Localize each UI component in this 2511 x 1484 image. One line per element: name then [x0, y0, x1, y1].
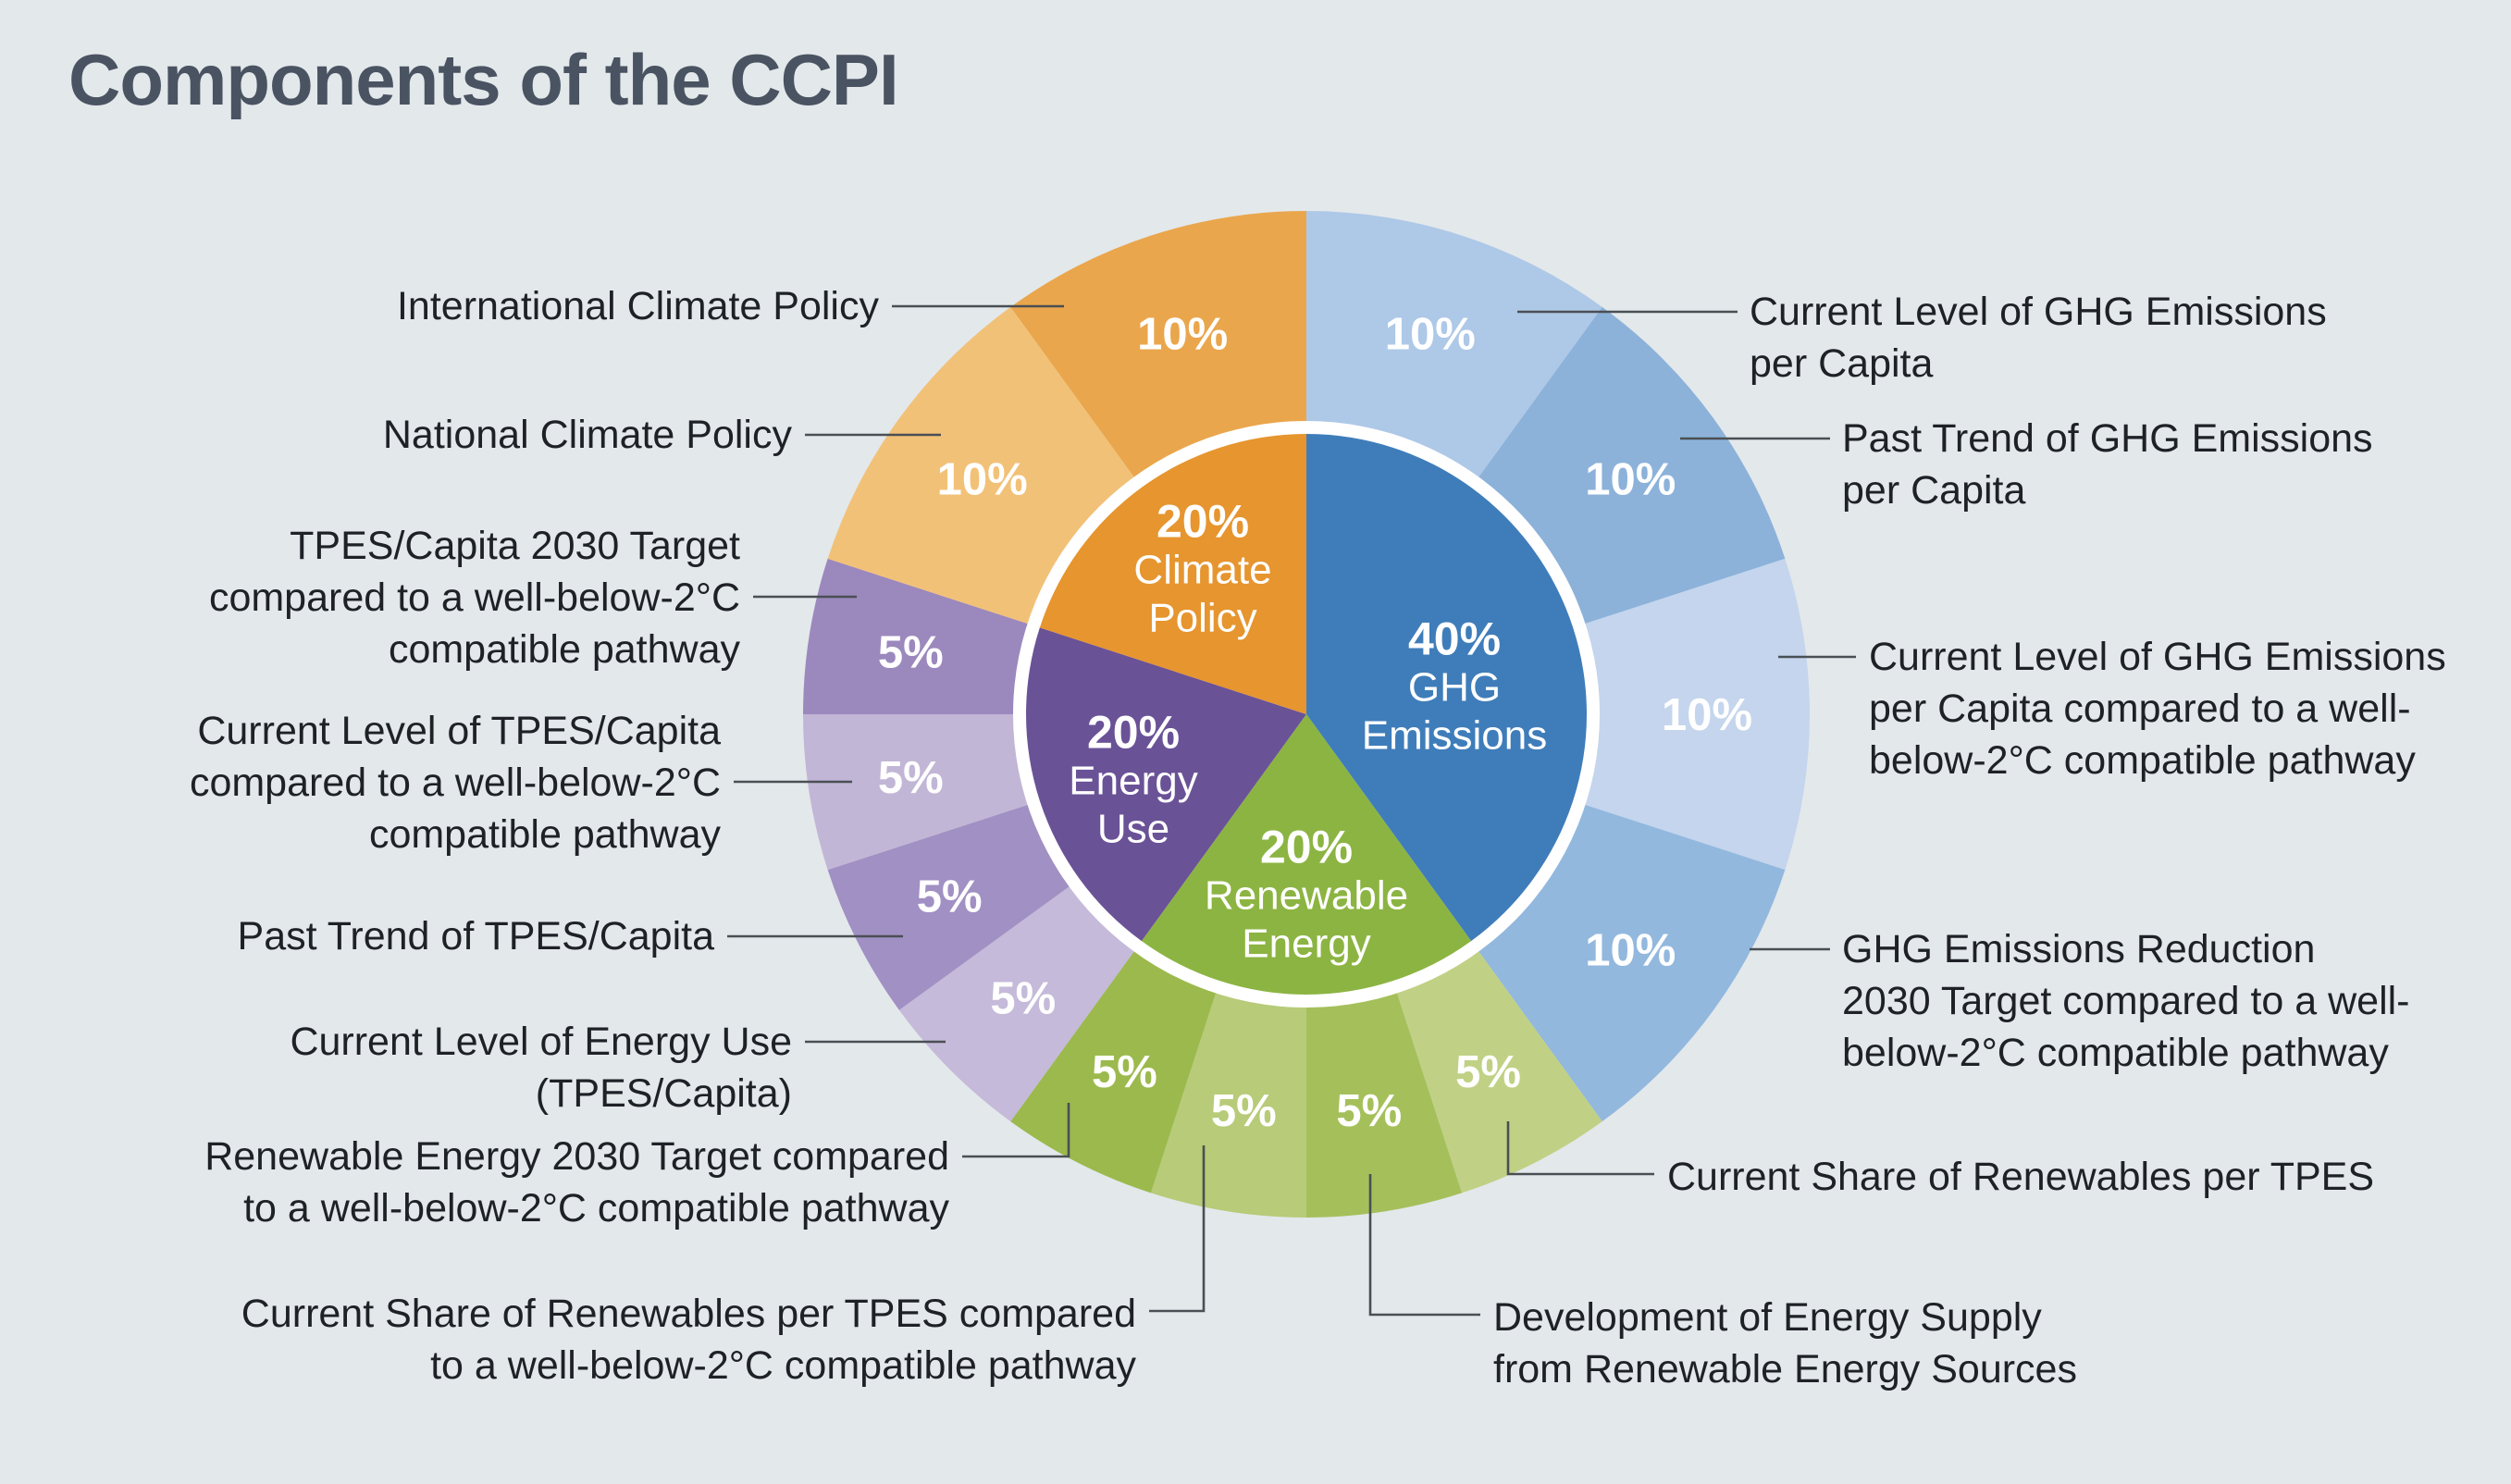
segment-current-level-of-energy-use-tpes-capita	[898, 876, 1144, 1122]
development-of-energy-supply-leader-line	[1368, 1174, 1480, 1317]
pct-label-current-share-of-renewables-per-tpes-compared-: 5%	[1211, 1086, 1277, 1136]
pct-label-international-climate-policy: 10%	[1137, 309, 1228, 359]
current-share-of-renewables-per-tpes-leader-line	[1506, 1121, 1654, 1176]
current-level-of-ghg-emissions-compared-label-line: Current Level of GHG Emissions	[1869, 635, 2446, 679]
segment-renewable-energy-2030-target-compared-to-a-wel	[1010, 937, 1221, 1193]
pct-label-development-of-energy-supply-from-renewable-en: 5%	[1336, 1086, 1402, 1136]
past-trend-of-ghg-emissions-label-line: per Capita	[1842, 468, 2026, 513]
page-title: Components of the CCPI	[68, 39, 899, 120]
current-level-of-ghg-emissions-label-line: per Capita	[1750, 341, 1934, 386]
pct-label-current-level-of-energy-use-tpes-capita: 5%	[990, 973, 1056, 1023]
current-level-of-tpes-capita-label-line: compared to a well-below-2°C	[189, 761, 721, 805]
tpes-capita-2030-target-label-line: compatible pathway	[388, 627, 740, 672]
renewable-energy-2030-target-label-line: Renewable Energy 2030 Target compared	[204, 1134, 949, 1179]
segment-development-of-energy-supply-from-renewable-en	[1306, 976, 1463, 1218]
renewable-energy-2030-target-leader-line	[962, 1103, 1070, 1158]
international-climate-policy-label: International Climate Policy	[397, 280, 879, 332]
category-label-ghg-emissions: 40% GHG Emissions	[1362, 613, 1548, 759]
renewable-energy-2030-target-label: Renewable Energy 2030 Target compared to …	[204, 1131, 949, 1234]
category-climate-policy	[1039, 434, 1306, 714]
ghg-emissions-reduction-2030-target-label-line: below-2°C compatible pathway	[1842, 1031, 2389, 1075]
category-renewable-energy	[1141, 714, 1472, 995]
pct-label-current-level-of-tpes-capita-compared-to-a-wel: 5%	[878, 753, 944, 803]
pct-label-national-climate-policy: 10%	[937, 455, 1028, 505]
segment-current-share-of-renewables-per-tpes-compared-	[1150, 976, 1306, 1218]
tpes-capita-2030-target-label-line: compared to a well-below-2°C	[208, 575, 740, 620]
current-level-of-tpes-capita-label-line: compatible pathway	[368, 812, 721, 857]
current-level-of-ghg-emissions-label: Current Level of GHG Emissions per Capita	[1750, 286, 2327, 390]
segment-current-level-of-ghg-emissions-per-capita-comp	[1568, 558, 1810, 871]
current-level-of-tpes-capita-label: Current Level of TPES/Capita compared to …	[190, 705, 721, 860]
current-level-of-ghg-emissions-compared-label-line: below-2°C compatible pathway	[1869, 738, 2416, 783]
pct-label-renewable-energy-2030-target-compared-to-a-wel: 5%	[1092, 1047, 1157, 1097]
current-share-of-renewables-compared-label-line: to a well-below-2°C compatible pathway	[430, 1343, 1136, 1388]
current-share-of-renewables-compared-label: Current Share of Renewables per TPES com…	[241, 1288, 1136, 1391]
category-label-renewable-energy: 20% Renewable Energy	[1205, 822, 1408, 967]
national-climate-policy-label: National Climate Policy	[383, 409, 792, 461]
pct-label-current-share-of-renewables-per-tpes: 5%	[1455, 1047, 1521, 1097]
past-trend-of-ghg-emissions-label: Past Trend of GHG Emissions per Capita	[1842, 413, 2373, 516]
current-share-of-renewables-compared-leader-line	[1149, 1145, 1206, 1313]
category-label-climate-policy: 20% Climate Policy	[1133, 496, 1271, 641]
segment-international-climate-policy	[1010, 211, 1306, 491]
category-label-energy-use: 20% Energy Use	[1069, 707, 1197, 852]
ghg-emissions-reduction-2030-target-label: GHG Emissions Reduction 2030 Target compa…	[1842, 923, 2410, 1079]
current-share-of-renewables-per-tpes-label-line: Current Share of Renewables per TPES	[1667, 1155, 2375, 1199]
current-level-of-tpes-capita-label-line: Current Level of TPES/Capita	[197, 709, 721, 753]
pct-label-tpes-capita-2030-target-compared-to-a-well-bel: 5%	[878, 627, 944, 677]
segment-past-trend-of-tpes-capita	[827, 799, 1083, 1010]
category-ghg-emissions	[1306, 434, 1587, 942]
segment-current-level-of-tpes-capita-compared-to-a-wel	[803, 714, 1045, 871]
category-energy-use	[1026, 627, 1306, 942]
current-level-of-ghg-emissions-label-line: Current Level of GHG Emissions	[1750, 290, 2327, 334]
past-trend-of-ghg-emissions-label-line: Past Trend of GHG Emissions	[1842, 416, 2373, 461]
current-share-of-renewables-compared-label-line: Current Share of Renewables per TPES com…	[241, 1292, 1136, 1336]
pct-label-ghg-emissions-reduction-2030-target-compared-t: 10%	[1585, 926, 1676, 976]
pct-label-past-trend-of-tpes-capita: 5%	[917, 872, 983, 922]
tpes-capita-2030-target-label-line: TPES/Capita 2030 Target	[290, 524, 740, 568]
renewable-energy-2030-target-label-line: to a well-below-2°C compatible pathway	[243, 1186, 949, 1230]
segment-tpes-capita-2030-target-compared-to-a-well-bel	[803, 558, 1045, 714]
pct-label-current-level-of-ghg-emissions-per-capita: 10%	[1385, 309, 1476, 359]
ghg-emissions-reduction-2030-target-label-line: 2030 Target compared to a well-	[1842, 979, 2410, 1023]
current-level-of-ghg-emissions-compared-label: Current Level of GHG Emissions per Capita…	[1869, 631, 2446, 786]
past-trend-of-tpes-capita-label-line: Past Trend of TPES/Capita	[237, 914, 714, 958]
current-level-of-energy-use-label-line: (TPES/Capita)	[535, 1071, 792, 1116]
development-of-energy-supply-label: Development of Energy Supply from Renewab…	[1493, 1292, 2077, 1395]
ghg-emissions-reduction-2030-target-label-line: GHG Emissions Reduction	[1842, 927, 2316, 971]
current-level-of-ghg-emissions-compared-label-line: per Capita compared to a well-	[1869, 686, 2411, 731]
international-climate-policy-label-line: International Climate Policy	[396, 284, 879, 328]
current-share-of-renewables-per-tpes-label: Current Share of Renewables per TPES	[1667, 1151, 2374, 1203]
development-of-energy-supply-label-line: Development of Energy Supply	[1493, 1295, 2042, 1340]
tpes-capita-2030-target-label: TPES/Capita 2030 Target compared to a wel…	[209, 520, 740, 675]
past-trend-of-tpes-capita-label: Past Trend of TPES/Capita	[238, 910, 714, 962]
current-level-of-energy-use-label: Current Level of Energy Use (TPES/Capita)	[290, 1016, 792, 1119]
current-level-of-energy-use-label-line: Current Level of Energy Use	[290, 1020, 792, 1064]
segment-current-share-of-renewables-per-tpes	[1392, 937, 1602, 1193]
national-climate-policy-label-line: National Climate Policy	[382, 413, 792, 457]
pct-label-past-trend-of-ghg-emissions-per-capita: 10%	[1585, 455, 1676, 505]
segment-current-level-of-ghg-emissions-per-capita	[1306, 211, 1602, 491]
pct-label-current-level-of-ghg-emissions-per-capita-comp: 10%	[1662, 690, 1752, 740]
development-of-energy-supply-label-line: from Renewable Energy Sources	[1493, 1347, 2077, 1391]
